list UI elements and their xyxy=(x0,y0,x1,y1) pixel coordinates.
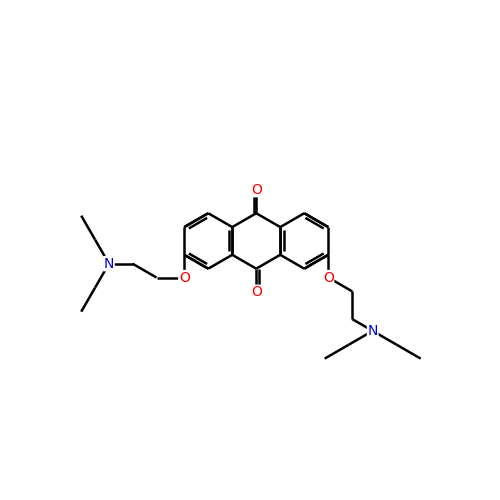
Text: O: O xyxy=(323,270,334,284)
Text: N: N xyxy=(104,256,114,270)
Text: O: O xyxy=(179,270,190,284)
Text: O: O xyxy=(251,285,262,299)
Text: O: O xyxy=(251,182,262,196)
Text: N: N xyxy=(368,324,378,338)
